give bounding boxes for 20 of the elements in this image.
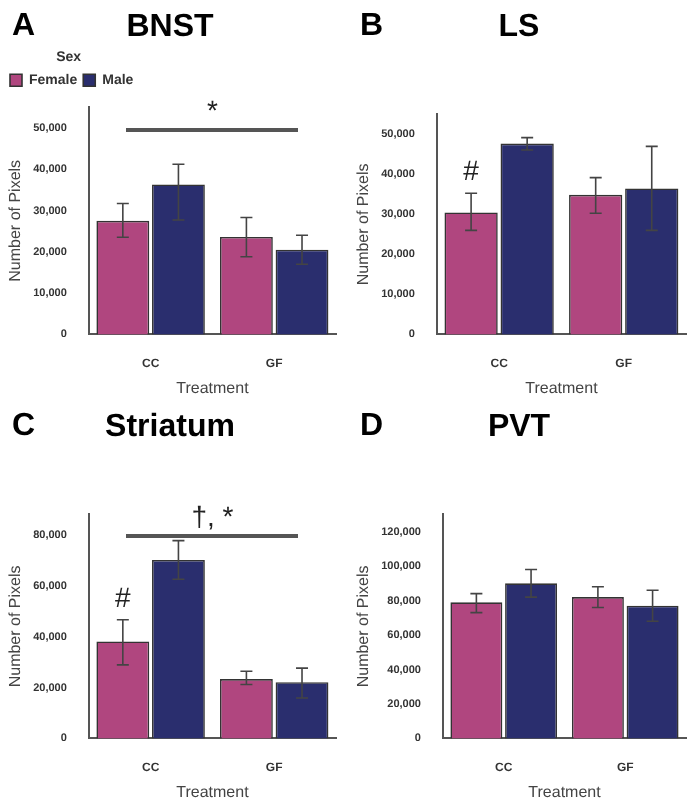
annotation: # xyxy=(115,581,132,614)
chart-title: PVT xyxy=(487,410,551,445)
annotation: * xyxy=(204,93,220,126)
y-axis-title: Number of Pixels xyxy=(354,163,373,286)
x-axis-title: Treatment xyxy=(528,782,603,801)
text: A xyxy=(12,8,36,43)
y-axis-title: Number of Pixels xyxy=(6,159,25,282)
text: D xyxy=(360,408,384,443)
chart-title: LS xyxy=(498,10,541,45)
annotation: †, * xyxy=(189,500,236,533)
chart-title: Striatum xyxy=(105,410,235,445)
chart-title: BNST xyxy=(126,10,214,45)
x-axis-title: Treatment xyxy=(176,782,251,801)
text: C xyxy=(12,408,36,443)
x-axis-title: Treatment xyxy=(176,378,251,397)
x-axis-title: Treatment xyxy=(525,378,600,397)
text: B xyxy=(360,8,384,43)
annotation: # xyxy=(463,154,480,187)
y-axis-title: Number of Pixels xyxy=(6,565,25,688)
y-axis-title: Number of Pixels xyxy=(354,565,373,688)
